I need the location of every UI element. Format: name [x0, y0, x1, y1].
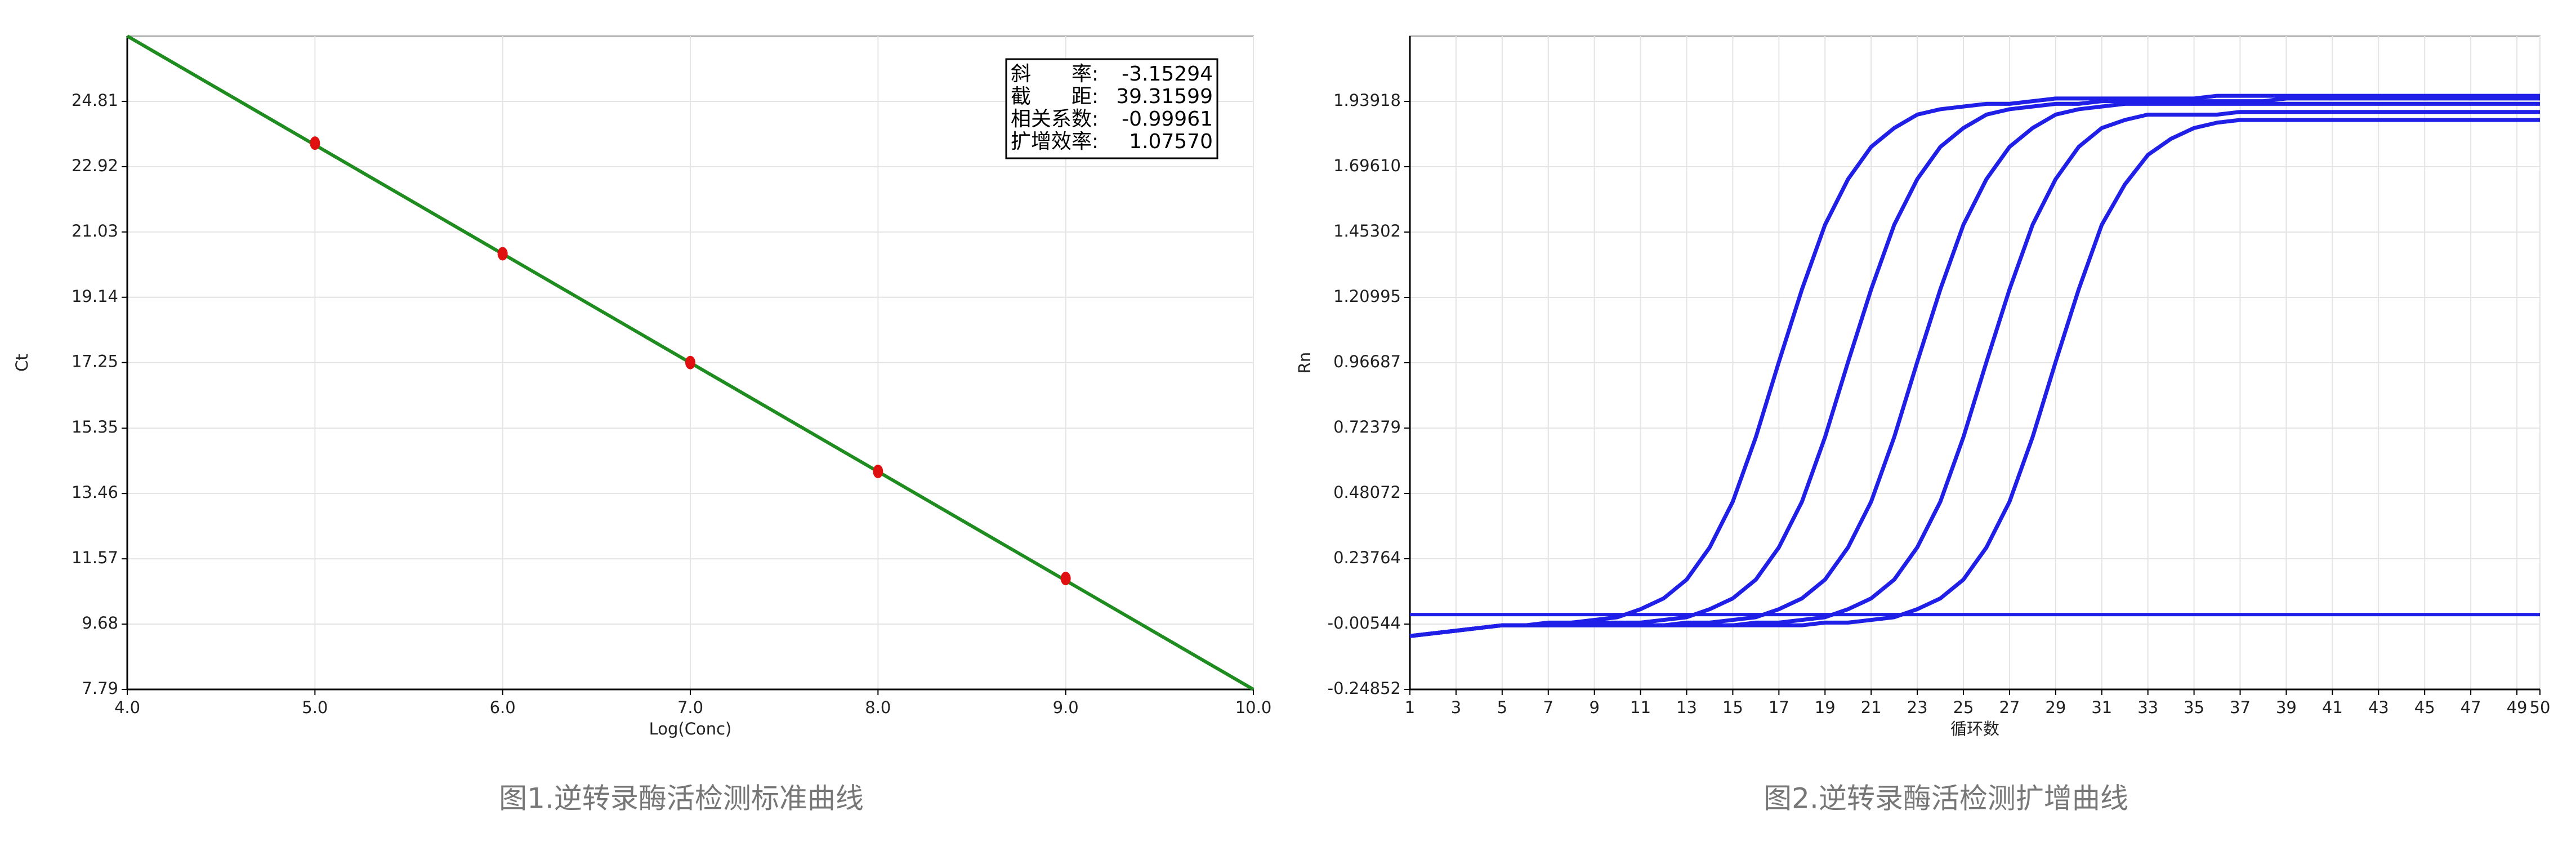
amplification-curve: [1409, 93, 2540, 638]
x-tick-label: 39: [2276, 698, 2297, 717]
x-tick-label: 43: [2368, 698, 2389, 717]
x-axis-label: Log(Conc): [649, 719, 732, 738]
x-tick-label: 3: [1451, 698, 1461, 717]
y-tick-label: 0.72379: [1333, 417, 1401, 437]
y-tick-label: 9.68: [82, 613, 118, 633]
data-point: [310, 136, 320, 150]
x-tick-label: 13: [1676, 698, 1697, 717]
y-tick-label: 1.45302: [1333, 221, 1401, 241]
data-point: [497, 247, 508, 261]
y-tick-label: 24.81: [72, 91, 118, 110]
y-tick-label: 15.35: [72, 417, 118, 437]
x-tick-label: 8.0: [865, 698, 891, 717]
x-tick-label: 21: [1861, 698, 1882, 717]
x-tick-label: 11: [1630, 698, 1651, 717]
x-tick-label: 1: [1405, 698, 1415, 717]
x-tick-label: 29: [2045, 698, 2066, 717]
y-axis-label: Ct: [12, 354, 32, 372]
y-tick-label: 0.96687: [1333, 352, 1401, 371]
x-tick-label: 47: [2461, 698, 2481, 717]
x-tick-label: 45: [2414, 698, 2435, 717]
stats-label: 截 距:: [1011, 85, 1099, 108]
y-tick-label: 21.03: [72, 221, 118, 241]
x-tick-label: 25: [1953, 698, 1974, 717]
y-tick-label: 7.79: [82, 679, 118, 698]
x-tick-label: 17: [1769, 698, 1789, 717]
x-tick-label: 31: [2091, 698, 2112, 717]
x-tick-label: 33: [2137, 698, 2158, 717]
x-tick-label: 15: [1722, 698, 1743, 717]
stats-label: 扩增效率:: [1011, 130, 1099, 153]
x-tick-label: 19: [1815, 698, 1836, 717]
x-tick-label: 10.0: [1235, 698, 1272, 717]
stats-label: 相关系数:: [1011, 108, 1099, 131]
x-tick-label: 49: [2507, 698, 2528, 717]
stats-value: -3.15294: [1122, 63, 1213, 86]
y-axis-label: Rn: [1295, 352, 1314, 374]
y-tick-label: 0.23764: [1333, 548, 1401, 567]
y-tick-label: 1.69610: [1333, 156, 1401, 175]
x-tick-label: 35: [2184, 698, 2204, 717]
y-tick-label: 22.92: [72, 156, 118, 175]
y-tick-label: 17.25: [72, 352, 118, 371]
chart-caption: 图2.逆转录酶活检测扩增曲线: [1764, 782, 2128, 815]
x-tick-label: 9.0: [1053, 698, 1079, 717]
amplification-curve: [1409, 96, 2540, 638]
amplification-curve: [1409, 118, 2540, 638]
x-tick-label: 41: [2322, 698, 2343, 717]
stats-label: 斜 率:: [1011, 63, 1099, 86]
x-tick-label: 5.0: [302, 698, 328, 717]
y-tick-label: 1.93918: [1333, 91, 1401, 110]
data-point: [1060, 572, 1071, 586]
y-tick-label: 13.46: [72, 483, 118, 502]
y-tick-label: 0.48072: [1333, 483, 1401, 502]
x-tick-label: 7.0: [677, 698, 703, 717]
x-tick-label: 27: [1999, 698, 2020, 717]
y-tick-label: 11.57: [72, 548, 118, 567]
x-tick-label: 9: [1589, 698, 1599, 717]
x-tick-label: 37: [2230, 698, 2251, 717]
y-tick-label: 19.14: [72, 287, 118, 306]
x-axis-label: 循环数: [1950, 719, 1999, 738]
x-tick-label: 7: [1543, 698, 1553, 717]
chart-caption: 图1.逆转录酶活检测标准曲线: [499, 782, 864, 815]
x-tick-label: 5: [1497, 698, 1507, 717]
x-tick-label: 23: [1907, 698, 1928, 717]
stats-box: [1005, 58, 1218, 159]
y-tick-label: 1.20995: [1333, 287, 1401, 306]
stats-value: -0.99961: [1122, 108, 1213, 131]
x-tick-label: 50: [2530, 698, 2551, 717]
data-point: [685, 355, 695, 369]
y-tick-label: -0.00544: [1328, 613, 1401, 633]
x-tick-label: 4.0: [114, 698, 140, 717]
data-point: [873, 464, 883, 478]
y-tick-label: -0.24852: [1328, 679, 1401, 698]
stats-value: 39.31599: [1116, 85, 1213, 108]
x-tick-label: 6.0: [490, 698, 516, 717]
stats-value: 1.07570: [1129, 130, 1213, 153]
